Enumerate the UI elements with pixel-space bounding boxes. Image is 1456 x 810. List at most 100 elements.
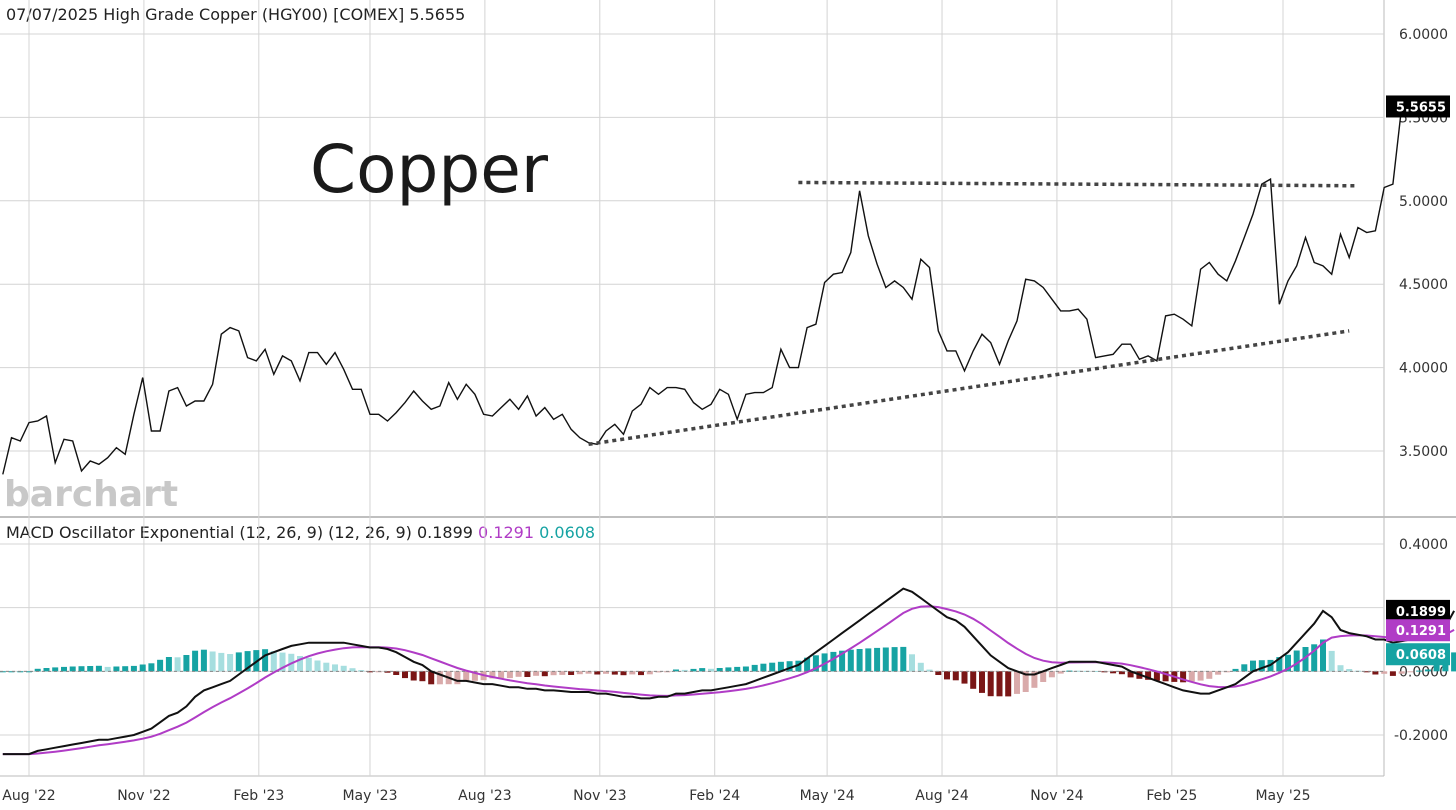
macd-histogram-bar	[130, 665, 137, 672]
macd-histogram-bar	[970, 671, 977, 689]
macd-histogram-bar	[917, 662, 924, 672]
macd-histogram-bar	[235, 652, 242, 672]
macd-histogram-bar	[1424, 669, 1431, 672]
macd-histogram-bar	[979, 671, 985, 693]
x-tick-label: Feb '25	[1146, 788, 1197, 804]
macd-histogram-bar	[122, 666, 129, 672]
macd-histogram-bar	[568, 671, 575, 675]
macd-histogram-bar	[340, 665, 347, 672]
macd-histogram-bar	[900, 646, 907, 672]
macd-histogram-bar	[69, 666, 76, 672]
macd-histogram-bar	[1048, 671, 1055, 678]
macd-histogram-bar	[1031, 671, 1038, 688]
macd-histogram-bar	[305, 657, 312, 672]
macd-histogram-bar	[463, 671, 470, 682]
x-tick-label: Feb '23	[233, 788, 284, 804]
hist-last-label: 0.0608	[1396, 648, 1446, 663]
signal-last-label-bg	[1386, 619, 1450, 642]
macd-histogram-bar	[839, 650, 846, 672]
x-tick-label: May '25	[1255, 788, 1310, 804]
macd-histogram-bar	[856, 649, 863, 672]
macd-histogram-bar	[1118, 671, 1125, 675]
macd-histogram-bar	[1337, 665, 1344, 672]
macd-histogram-bar	[402, 671, 408, 679]
macd-histogram-bar	[262, 649, 269, 672]
macd-histogram-bar	[1057, 671, 1064, 674]
macd-histogram-bar	[1398, 671, 1405, 674]
macd-histogram-bar	[891, 647, 898, 672]
macd-histogram-bar	[821, 653, 828, 672]
macd-histogram-bar	[314, 660, 321, 672]
macd-histogram-bar	[935, 671, 942, 675]
last-price-label-bg	[1386, 95, 1450, 118]
macd-histogram-bar	[533, 671, 540, 676]
barchart-watermark: barchart	[4, 474, 178, 515]
macd-histogram-bar	[506, 671, 513, 679]
x-tick-label: Aug '24	[915, 788, 969, 804]
macd-histogram-bar	[541, 671, 548, 677]
copper-annotation: Copper	[310, 131, 549, 208]
macd-histogram-bar	[1372, 671, 1379, 675]
macd-histogram-bar	[1110, 671, 1117, 674]
trendline	[588, 329, 1350, 447]
macd-histogram-bar	[1276, 657, 1283, 672]
macd-histogram-bar	[611, 671, 618, 675]
macd-histogram-bar	[812, 655, 819, 672]
macd-histogram-bar	[673, 669, 679, 672]
macd-histogram-bar	[1005, 671, 1012, 697]
x-tick-label: Feb '24	[689, 788, 740, 804]
macd-histogram-bar	[1162, 671, 1169, 682]
x-tick-label: Nov '23	[573, 788, 626, 804]
macd-histogram-bar	[297, 656, 303, 672]
macd-histogram-bar	[1302, 647, 1309, 672]
macd-histogram-bar	[244, 651, 251, 672]
macd-histogram-bar	[1293, 650, 1300, 672]
macd-histogram-bar	[1014, 671, 1020, 694]
macd-histogram-bar	[489, 671, 496, 679]
x-tick-label: Aug '22	[2, 788, 55, 804]
macd-histogram-bar	[349, 668, 356, 672]
macd-histogram-bar	[559, 671, 566, 675]
macd-histogram-bar	[78, 666, 85, 672]
macd-histogram-bar	[183, 655, 190, 672]
macd-histogram-bar	[777, 661, 784, 672]
macd-histogram-bar	[1346, 669, 1353, 672]
signal-last-label: 0.1291	[1396, 624, 1446, 639]
x-tick-label: May '24	[800, 788, 855, 804]
x-tick-label: Nov '24	[1030, 788, 1084, 804]
macd-histogram-bar	[769, 662, 776, 672]
macd-histogram-bar	[760, 663, 767, 672]
trendline	[798, 180, 1358, 188]
macd-histogram-bar	[865, 648, 872, 672]
macd-histogram-bar	[393, 671, 400, 675]
macd-histogram-bar	[454, 671, 461, 685]
macd-histogram-bar	[690, 668, 697, 672]
macd-histogram-bar	[1407, 671, 1414, 673]
macd-histogram-bar	[218, 652, 225, 672]
macd-histogram-bar	[1241, 664, 1248, 672]
macd-histogram-bar	[847, 649, 854, 672]
chart-title: 07/07/2025 High Grade Copper (HGY00) [CO…	[6, 5, 466, 24]
macd-histogram-bar	[655, 671, 662, 673]
macd-histogram-bar	[576, 671, 583, 675]
macd-histogram-bar	[139, 664, 146, 672]
macd-histogram-bar	[1153, 671, 1160, 681]
macd-histogram-bar	[751, 664, 758, 672]
macd-histogram-bar	[165, 657, 172, 672]
macd-histogram-bar	[874, 647, 881, 672]
macd-last-label-bg	[1386, 599, 1450, 622]
macd-line	[2, 587, 1455, 756]
macd-histogram-bar	[804, 657, 811, 672]
price-line	[2, 106, 1403, 475]
macd-histogram-bar	[515, 671, 522, 677]
macd-histogram-bar	[61, 666, 67, 672]
macd-histogram-bar	[419, 671, 426, 682]
macd-histogram-bar	[192, 650, 199, 672]
macd-histogram-bar	[1206, 671, 1213, 679]
macd-histogram-bar	[594, 671, 601, 675]
macd-histogram-bar	[742, 666, 749, 672]
macd-histogram-bar	[1442, 663, 1449, 672]
macd-histogram-bar	[1250, 660, 1256, 672]
macd-histogram-bar	[1197, 671, 1204, 681]
